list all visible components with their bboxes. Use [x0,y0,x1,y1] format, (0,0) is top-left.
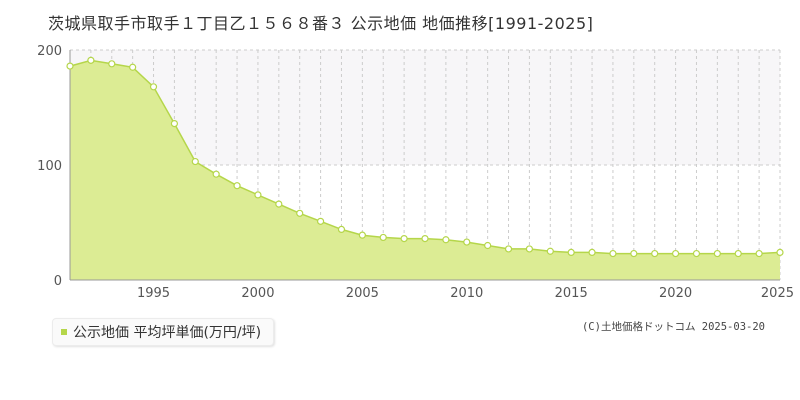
data-point [421,235,429,243]
y-axis-ticks: 0 100 200 [37,44,62,289]
x-tick-label: 2010 [450,286,483,301]
x-axis-ticks: 1995 2000 2005 2010 2015 2020 2025 [137,286,794,301]
data-point [275,200,283,208]
data-point [358,231,366,239]
x-tick-label: 1995 [137,286,170,301]
data-point [776,248,784,256]
data-point [87,56,95,64]
legend: 公示地価 平均坪単価(万円/坪) [52,318,275,346]
price-area-fill [70,60,780,281]
data-point [149,83,158,91]
data-point [233,182,241,190]
data-point [212,170,220,178]
copyright-credit: (C)土地価格ドットコム 2025-03-20 [581,321,765,333]
data-point [129,63,137,71]
data-point [191,157,199,166]
data-point [546,247,554,255]
data-point [379,233,387,242]
y-tick-label: 0 [54,274,62,289]
data-point [66,62,74,70]
data-point [692,249,701,258]
data-point [108,60,116,68]
data-point [588,248,596,256]
x-tick-label: 2025 [761,286,794,301]
data-point [442,236,450,244]
data-point [254,191,262,199]
data-point [504,245,513,253]
x-tick-label: 2000 [241,286,274,301]
data-point [734,249,742,258]
data-point [525,245,534,253]
horizontal-gridlines [70,49,780,166]
x-tick-label: 2005 [346,286,379,301]
data-point [463,238,471,246]
legend-swatch [61,329,67,335]
data-point [630,249,638,258]
data-point [713,249,721,258]
data-markers [66,56,784,258]
data-point [316,217,325,225]
y-tick-label: 200 [37,44,62,59]
legend-label: 公示地価 平均坪単価(万円/坪) [73,325,262,341]
data-point [296,209,304,217]
data-point [400,235,408,243]
chart-title: 茨城県取手市取手１丁目乙１５６８番３ 公示地価 地価推移[1991-2025] [48,14,594,33]
data-point [337,225,346,233]
data-point [609,249,617,258]
data-point [567,248,575,256]
y-tick-label: 100 [37,159,62,174]
data-point [484,241,492,250]
x-tick-label: 2015 [555,286,588,301]
data-point [671,249,680,258]
data-point [170,119,179,128]
x-tick-label: 2020 [659,286,692,301]
data-point [651,249,659,258]
axes [69,50,780,281]
data-point [755,249,763,258]
